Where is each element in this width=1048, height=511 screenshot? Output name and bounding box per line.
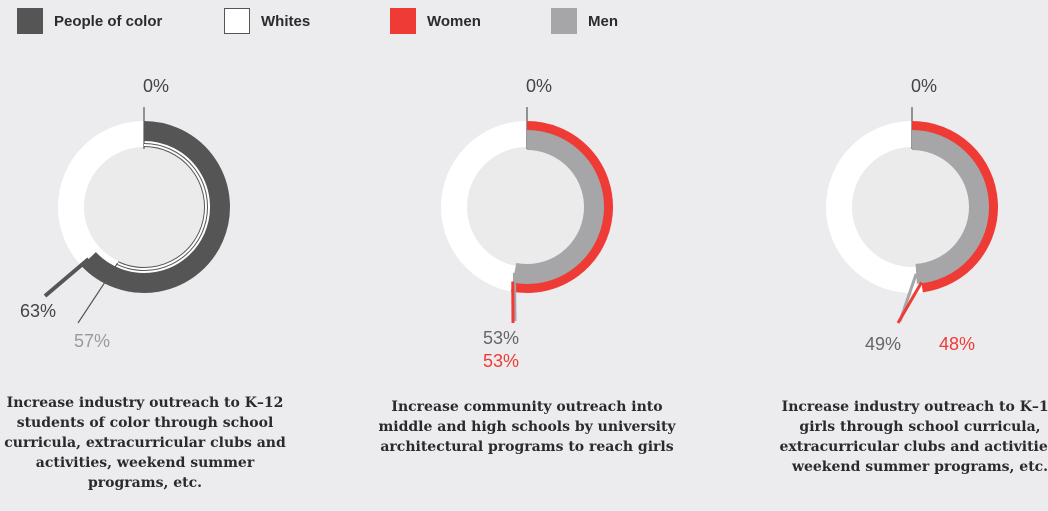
chart-3-center-disc: [852, 147, 972, 267]
chart-3-zero-label: 0%: [911, 76, 937, 96]
chart-2-value-men: 53%: [483, 328, 519, 348]
chart-2-center-disc: [467, 147, 587, 267]
chart-1-value-whites: 57%: [74, 331, 110, 351]
legend-label-whites: Whites: [261, 12, 311, 30]
chart-1-arc-people-of-color: [81, 121, 230, 293]
chart-1-arc-whites: [117, 144, 207, 270]
chart-2-value-women: 53%: [483, 351, 519, 371]
legend-swatch-women: [390, 8, 416, 34]
chart-1-value-people-of-color: 63%: [20, 301, 56, 321]
chart-2-leader-men: [512, 272, 517, 322]
chart-3-leader-women: [896, 281, 923, 324]
chart-1-leader-people-of-color: [43, 257, 90, 298]
legend-item-people-of-color: People of color: [17, 8, 162, 34]
caption-1: Increase industry outreach to K–12 stude…: [4, 395, 286, 491]
chart-3-value-women: 48%: [939, 334, 975, 354]
chart-1-zero-label: 0%: [143, 76, 169, 96]
caption-3: Increase industry outreach to K–12 girls…: [779, 399, 1048, 475]
legend-item-whites: Whites: [224, 8, 310, 34]
caption-2: Increase community outreach into middle …: [378, 399, 676, 455]
chart-2-arc-men: [512, 130, 604, 284]
legend-item-women: Women: [390, 8, 481, 34]
legend-swatch-men: [551, 8, 577, 34]
legend-label-men: Men: [588, 12, 618, 30]
legend-swatch-whites: [224, 8, 250, 34]
chart-1-leader-whites: [77, 262, 119, 324]
chart-1-center-disc: [84, 147, 204, 267]
legend-item-men: Men: [551, 8, 618, 34]
chart-3-arc-men: [911, 130, 989, 284]
legend-label-women: Women: [427, 12, 481, 30]
legend-swatch-people-of-color: [17, 8, 43, 34]
chart-2-zero-label: 0%: [526, 76, 552, 96]
legend-label-people-of-color: People of color: [54, 12, 163, 30]
chart-3-value-men: 49%: [865, 334, 901, 354]
